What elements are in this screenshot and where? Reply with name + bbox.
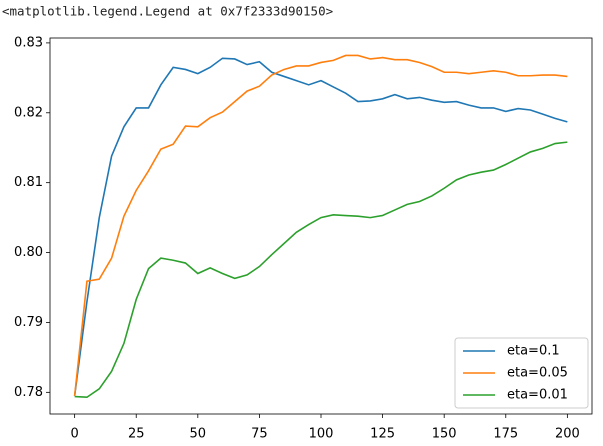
x-tick-label: 125 bbox=[370, 427, 395, 442]
x-tick-label: 175 bbox=[493, 427, 518, 442]
legend-label: eta=0.01 bbox=[507, 388, 568, 403]
x-tick-label: 75 bbox=[251, 427, 268, 442]
legend-label: eta=0.05 bbox=[507, 366, 568, 381]
y-tick-label: 0.78 bbox=[14, 385, 43, 400]
legend-label: eta=0.1 bbox=[507, 344, 560, 359]
y-tick-label: 0.79 bbox=[14, 315, 43, 330]
output-text: <matplotlib.legend.Legend at 0x7f2333d90… bbox=[2, 4, 333, 19]
line bbox=[73, 54, 568, 396]
y-tick-label: 0.81 bbox=[14, 175, 43, 190]
y-tick-label: 0.82 bbox=[14, 105, 43, 120]
x-tick-label: 25 bbox=[128, 427, 145, 442]
x-tick-label: 100 bbox=[309, 427, 334, 442]
x-tick-label: 200 bbox=[555, 427, 580, 442]
line bbox=[74, 141, 568, 399]
line bbox=[73, 57, 568, 396]
legend-box bbox=[454, 337, 589, 409]
x-tick-label: 0 bbox=[70, 427, 78, 442]
x-tick-label: 150 bbox=[432, 427, 457, 442]
x-tick-label: 50 bbox=[190, 427, 207, 442]
y-tick-label: 0.80 bbox=[14, 245, 43, 260]
y-tick-label: 0.83 bbox=[14, 35, 43, 50]
